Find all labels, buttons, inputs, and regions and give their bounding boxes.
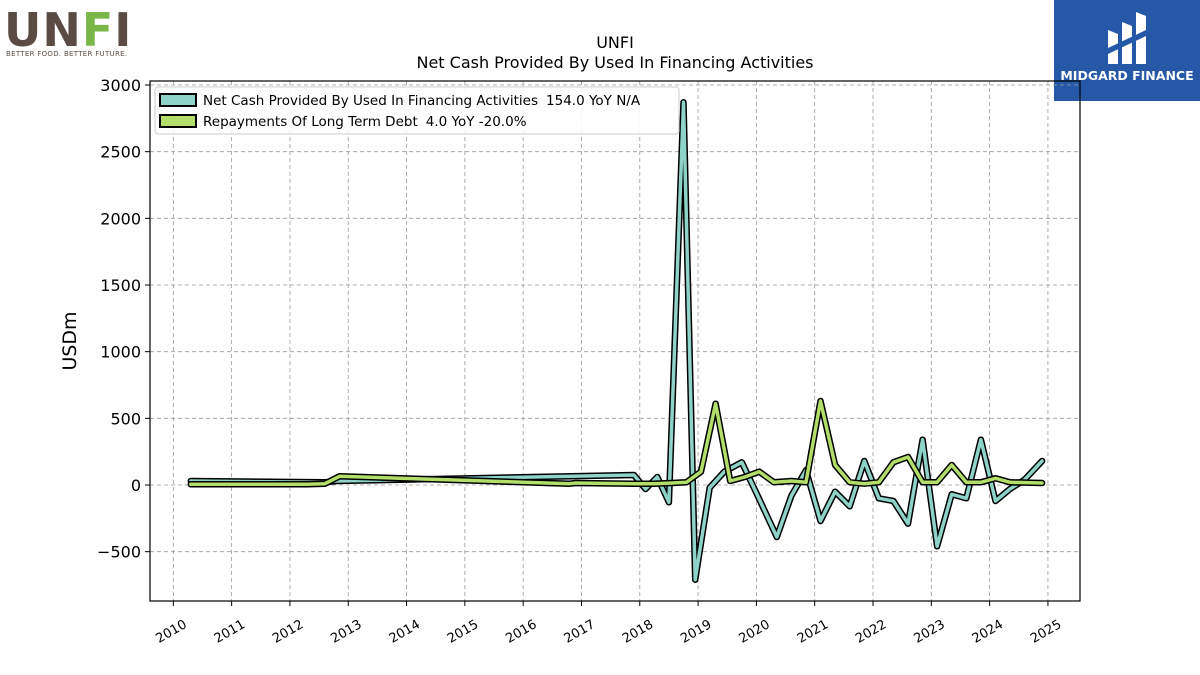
chart-subtitle: Net Cash Provided By Used In Financing A… — [416, 53, 813, 72]
y-axis-label: USDm — [59, 311, 81, 370]
x-tick-label: 2025 — [1028, 617, 1064, 647]
y-axis: −500 0 500 1000 1500 2000 2500 3000 — [97, 76, 150, 562]
chart-title: UNFI — [596, 33, 634, 52]
series-outline-net-cash — [187, 99, 1046, 583]
midgard-finance-text: MIDGARD FINANCE — [1060, 68, 1194, 83]
series-lines — [187, 99, 1046, 583]
midgard-mark-icon — [1108, 12, 1146, 64]
x-tick-label: 2017 — [562, 617, 598, 647]
legend-entry-net-cash: Net Cash Provided By Used In Financing A… — [203, 93, 641, 109]
legend-series-name: Net Cash Provided By Used In Financing A… — [203, 93, 538, 109]
x-tick-label: 2021 — [795, 617, 831, 647]
grid-lines — [150, 81, 1080, 601]
series-line-net-cash — [189, 100, 1044, 582]
x-tick-label: 2012 — [270, 617, 306, 647]
x-tick-label: 2016 — [503, 617, 539, 647]
y-tick-label: −500 — [97, 543, 141, 562]
wordmark-start: UN — [4, 3, 82, 57]
y-tick-label: 2500 — [100, 143, 141, 162]
x-axis: 2010 2011 2012 2013 2014 2015 2016 2017 2018 2019… — [153, 601, 1064, 647]
y-tick-label: 0 — [131, 476, 141, 495]
plot-frame — [149, 80, 1081, 602]
y-tick-label: 1500 — [100, 276, 141, 295]
x-tick-label: 2019 — [678, 617, 714, 647]
x-tick-label: 2018 — [620, 617, 656, 647]
x-tick-label: 2024 — [970, 617, 1006, 647]
x-tick-label: 2010 — [153, 617, 189, 647]
legend-series-stat: 4.0 YoY -20.0% — [426, 114, 527, 130]
unfi-tagline: BETTER FOOD. BETTER FUTURE. — [6, 50, 128, 58]
legend-box — [154, 86, 680, 135]
midgard-finance-logo: MIDGARD FINANCE — [1054, 0, 1200, 101]
legend-entry-repayments: Repayments Of Long Term Debt 4.0 YoY -20.… — [203, 114, 527, 130]
unfi-logo: UNFI BETTER FOOD. BETTER FUTURE. — [4, 4, 131, 62]
legend: Net Cash Provided By Used In Financing A… — [154, 86, 680, 135]
series-line-repayments — [189, 399, 1044, 487]
x-tick-label: 2015 — [445, 617, 481, 647]
unfi-wordmark: UNFI — [4, 4, 132, 56]
series-outline-repayments — [187, 397, 1046, 488]
x-tick-label: 2020 — [737, 617, 773, 647]
x-tick-label: 2023 — [911, 617, 947, 647]
wordmark-accent: F — [81, 3, 115, 57]
x-tick-label: 2022 — [853, 617, 889, 647]
y-tick-label: 500 — [110, 409, 141, 428]
x-tick-label: 2013 — [328, 617, 364, 647]
y-tick-label: 1000 — [100, 343, 141, 362]
wordmark-end: I — [114, 3, 133, 57]
legend-series-name: Repayments Of Long Term Debt — [203, 114, 418, 130]
x-tick-label: 2011 — [212, 617, 248, 647]
legend-swatch-net-cash — [159, 93, 197, 107]
legend-series-stat: 154.0 YoY N/A — [546, 93, 641, 109]
x-tick-label: 2014 — [387, 617, 423, 647]
legend-swatch-repayments — [159, 114, 197, 128]
y-tick-label: 3000 — [100, 76, 141, 95]
y-tick-label: 2000 — [100, 209, 141, 228]
